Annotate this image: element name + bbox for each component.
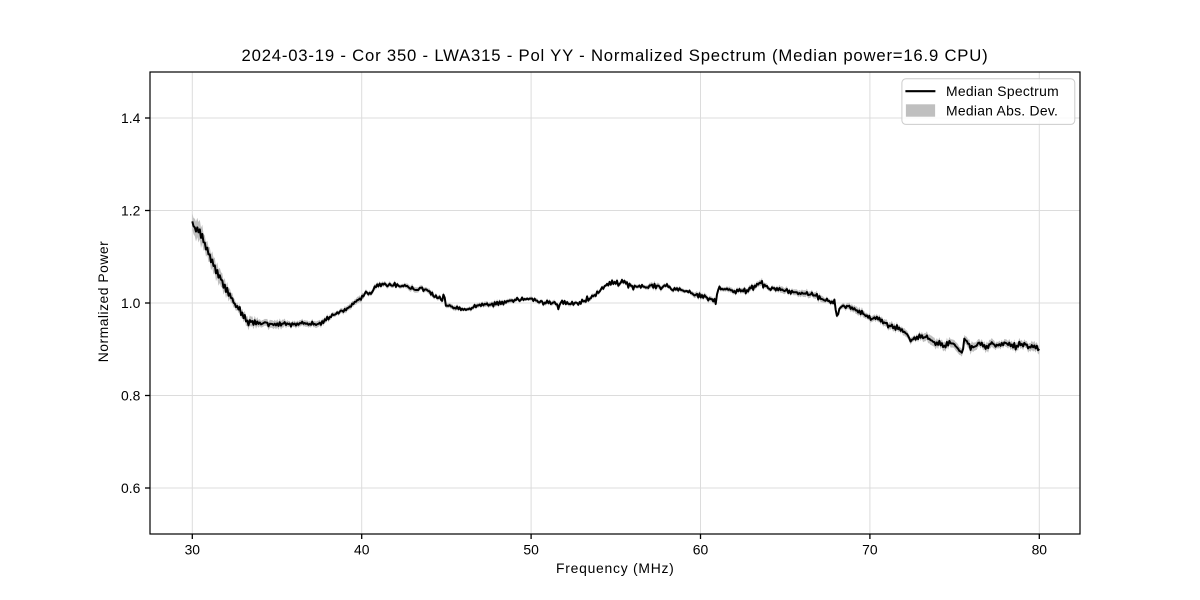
- svg-text:30: 30: [185, 542, 201, 558]
- svg-text:1.2: 1.2: [121, 202, 141, 218]
- svg-text:1.4: 1.4: [121, 110, 141, 126]
- svg-text:Frequency (MHz): Frequency (MHz): [556, 560, 675, 576]
- svg-text:80: 80: [1032, 542, 1048, 558]
- svg-text:2024-03-19 - Cor 350 - LWA315: 2024-03-19 - Cor 350 - LWA315 - Pol YY -…: [242, 46, 989, 65]
- svg-text:0.8: 0.8: [121, 387, 141, 403]
- svg-text:1.0: 1.0: [121, 295, 141, 311]
- svg-text:Median Abs. Dev.: Median Abs. Dev.: [946, 102, 1058, 118]
- svg-text:70: 70: [862, 542, 878, 558]
- svg-text:50: 50: [523, 542, 539, 558]
- svg-text:Median Spectrum: Median Spectrum: [946, 83, 1059, 99]
- svg-text:Normalized Power: Normalized Power: [95, 241, 111, 362]
- svg-text:0.6: 0.6: [121, 480, 141, 496]
- svg-text:40: 40: [354, 542, 370, 558]
- svg-text:60: 60: [693, 542, 709, 558]
